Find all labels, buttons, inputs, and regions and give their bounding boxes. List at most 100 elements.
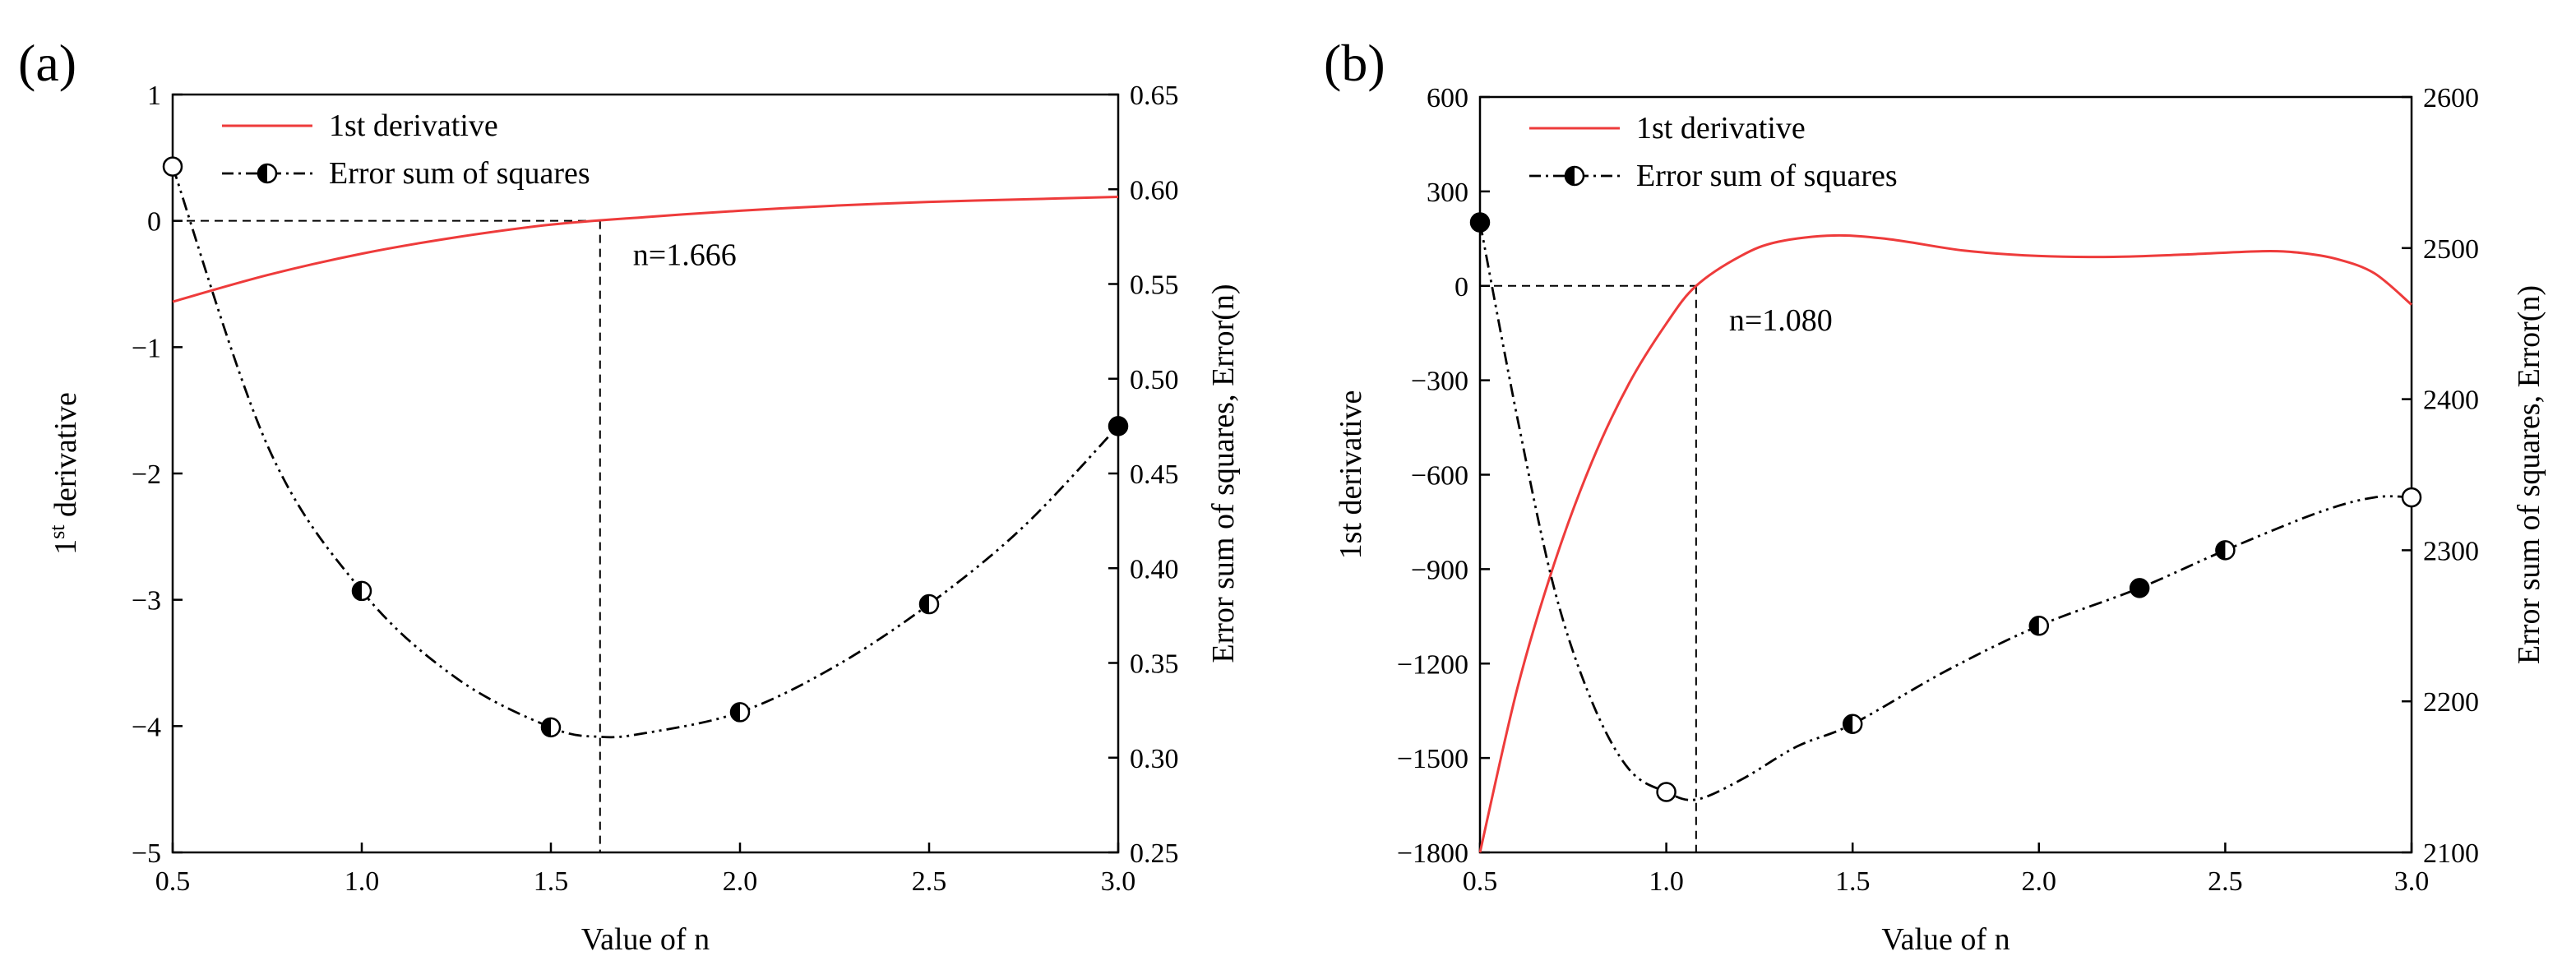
marker-half-fill [542, 718, 551, 737]
marker-circle [162, 156, 183, 177]
plot-frame [1478, 95, 2413, 854]
y-left-axis-label: 1st derivative [45, 392, 83, 555]
y-left-tick-label: 300 [1427, 178, 1468, 208]
y-left-axis-label: 1st derivative [1334, 390, 1368, 560]
error-data-point [1108, 416, 1129, 436]
x-tick-label: 0.5 [1463, 866, 1498, 897]
y-left-tick-label: −1500 [1397, 744, 1468, 774]
y-left-label-base: 1st derivative [1334, 390, 1368, 560]
y-left-tick-label: 0 [1454, 272, 1468, 302]
x-tick-label: 3.0 [1101, 866, 1136, 897]
chart-panel-a: (a) 0.5 1.0 1.5 2.0 2.5 3.0 −5 −4 −3 −2 −1 0 1 0.25 0.3… [18, 34, 1241, 957]
y-right-tick-label: 0.40 [1130, 554, 1179, 584]
crossing-annotation: n=1.080 [1729, 303, 1833, 338]
y-right-tick-label: 0.30 [1130, 744, 1179, 774]
legend-error-label: Error sum of squares [329, 156, 590, 191]
error-data-point [2401, 487, 2422, 508]
error-data-point [351, 580, 372, 602]
marker-circle [1656, 782, 1676, 802]
y-right-tick-label: 0.45 [1130, 459, 1179, 490]
x-tick-label: 0.5 [155, 866, 191, 897]
marker-circle [2401, 487, 2422, 508]
error-sum-curve [1478, 222, 2412, 801]
x-tick-label: 1.5 [534, 866, 569, 897]
marker-circle [1108, 416, 1129, 436]
y-left-tick-label: −300 [1411, 367, 1468, 397]
error-data-point [2215, 540, 2236, 561]
y-right-axis-label: Error sum of squares, Error(n) [2512, 285, 2546, 664]
crossing-annotation: n=1.666 [633, 238, 737, 273]
y-left-tick-label: −900 [1411, 555, 1468, 585]
y-left-tick-label: 1 [147, 81, 161, 111]
y-left-tick-label: 0 [147, 207, 161, 238]
error-data-point [1842, 713, 1863, 735]
y-left-tick-label: −5 [132, 838, 161, 869]
y-left-tick-label: 600 [1427, 83, 1468, 113]
y-left-tick-label: −2 [132, 459, 161, 490]
y-left-label-sup: st [45, 524, 69, 539]
y-right-tick-label: 2200 [2423, 687, 2479, 718]
marker-circle [2129, 578, 2150, 598]
y-right-tick-label: 0.55 [1130, 270, 1179, 301]
x-axis-label: Value of n [581, 922, 710, 957]
legend: 1st derivative Error sum of squares [1529, 111, 1898, 193]
y-right-tick-label: 2400 [2423, 386, 2479, 416]
marker-circle [1469, 212, 1491, 233]
y-left-tick-label: −4 [132, 712, 161, 742]
x-tick-label: 1.5 [1835, 866, 1871, 897]
y-left-label-base: 1 [49, 539, 83, 555]
legend-error-marker [1564, 165, 1585, 187]
panel-label: (a) [18, 34, 76, 92]
y-right-tick-label: 2100 [2423, 838, 2479, 869]
x-tick-label: 2.5 [2208, 866, 2243, 897]
y-right-tick-label: 0.50 [1130, 365, 1179, 395]
y-left-tick-label: −3 [132, 586, 161, 616]
chart-panel-b: (b) 0.5 1.0 1.5 2.0 2.5 3.0 −1800 −1500 −1200 −900… [1324, 34, 2546, 957]
y-left-tick-label: −1800 [1397, 838, 1468, 869]
marker-half-fill [920, 595, 929, 614]
y-right-tick-label: 2300 [2423, 536, 2479, 566]
marker-half-fill [2029, 616, 2039, 635]
error-data-point [1469, 212, 1491, 233]
legend-derivative-label: 1st derivative [329, 109, 498, 143]
error-data-point [1656, 782, 1676, 802]
x-tick-label: 3.0 [2394, 866, 2430, 897]
legend-error-marker [257, 163, 278, 184]
y-left-tick-label: −1200 [1397, 649, 1468, 680]
legend: 1st derivative Error sum of squares [222, 109, 590, 191]
x-tick-label: 1.0 [1649, 866, 1684, 897]
derivative-curve [1478, 233, 2412, 853]
x-tick-label: 1.0 [345, 866, 380, 897]
marker-half-fill [1843, 714, 1853, 733]
y-left-tick-label: −1 [132, 333, 161, 363]
marker-half-fill [353, 581, 362, 600]
error-data-point [162, 156, 183, 177]
y-right-tick-label: 0.60 [1130, 175, 1179, 205]
y-right-tick-label: 2500 [2423, 234, 2479, 265]
x-axis-label: Value of n [1881, 922, 2009, 957]
derivative-curve [172, 196, 1119, 303]
error-data-point [2028, 616, 2050, 636]
error-data-point [729, 702, 751, 723]
error-data-point [540, 717, 562, 738]
y-left-label-rest: derivative [49, 392, 83, 524]
y-right-tick-label: 0.25 [1130, 838, 1179, 869]
error-data-point [918, 593, 940, 615]
y-right-tick-label: 2600 [2423, 83, 2479, 113]
marker-half-fill [258, 164, 267, 182]
y-right-tick-label: 0.35 [1130, 649, 1179, 680]
marker-half-fill [1565, 167, 1575, 185]
plot-frame [171, 93, 1120, 854]
x-tick-label: 2.0 [2022, 866, 2057, 897]
y-right-tick-label: 0.65 [1130, 81, 1179, 111]
y-right-axis-label: Error sum of squares, Error(n) [1206, 284, 1241, 663]
panel-label: (b) [1324, 34, 1385, 92]
y-left-tick-label: −600 [1411, 461, 1468, 492]
error-sum-curve [171, 166, 1120, 739]
legend-derivative-label: 1st derivative [1636, 111, 1806, 145]
marker-half-fill [731, 703, 740, 722]
x-tick-label: 2.5 [912, 866, 947, 897]
marker-half-fill [2216, 541, 2226, 560]
error-data-point [2129, 578, 2150, 598]
